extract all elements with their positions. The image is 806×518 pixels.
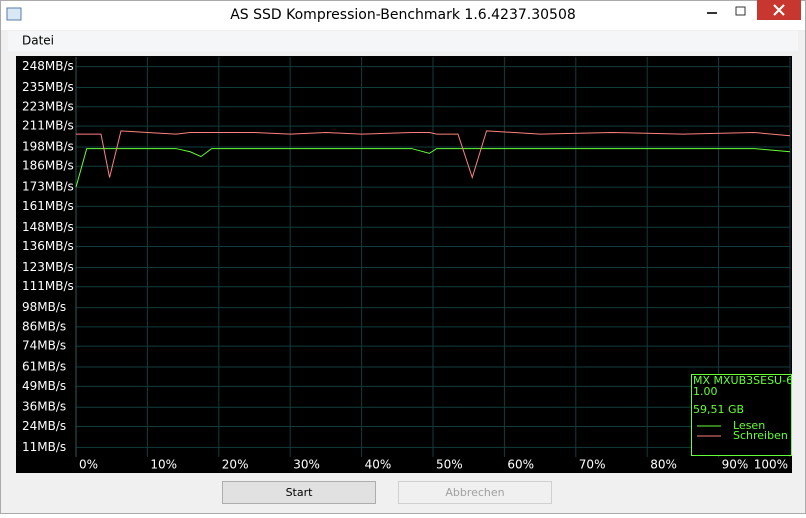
y-tick-label: 235MB/s: [22, 80, 74, 94]
y-tick-label: 211MB/s: [22, 119, 74, 133]
chart: 248MB/s 235MB/s 223MB/s 211MB/s 198MB/s 186MB…: [22, 57, 800, 472]
y-tick-label: 223MB/s: [22, 99, 74, 113]
y-tick-label: 11MB/s: [22, 440, 66, 454]
y-tick-label: 186MB/s: [22, 159, 74, 173]
y-tick-label: 148MB/s: [22, 220, 74, 234]
y-tick-label: 86MB/s: [22, 319, 66, 333]
y-tick-label: 98MB/s: [22, 300, 66, 314]
x-tick-label: 10%: [150, 458, 177, 472]
data-line: [75, 148, 791, 188]
y-tick-label: 136MB/s: [22, 239, 74, 253]
x-tick-label: 40%: [365, 458, 392, 472]
x-tick-label: 50%: [436, 458, 463, 472]
y-tick-label: 123MB/s: [22, 260, 74, 274]
legend-version: 1.00: [693, 385, 718, 398]
y-tick-label: 111MB/s: [22, 279, 74, 293]
start-button[interactable]: [222, 481, 376, 504]
x-tick-label: 60%: [507, 458, 534, 472]
y-tick-label: 24MB/s: [22, 419, 66, 433]
y-tick-label: 61MB/s: [22, 360, 66, 374]
chart-area: [16, 56, 792, 473]
title-bar: [0, 0, 806, 30]
x-tick-label: 20%: [222, 458, 249, 472]
y-tick-label: 74MB/s: [22, 339, 66, 353]
data-line: [76, 130, 791, 180]
x-tick-label: 0%: [79, 458, 98, 472]
y-tick-label: 49MB/s: [22, 379, 66, 393]
y-tick-label: 173MB/s: [22, 180, 74, 194]
legend-box: [691, 374, 792, 456]
close-icon: [773, 4, 785, 16]
x-tick-label: 80%: [650, 458, 677, 472]
legend-label: Schreiben: [733, 429, 788, 442]
legend-label: Lesen: [733, 419, 765, 432]
window-title: AS SSD Kompression-Benchmark 1.6.4237.30…: [230, 7, 576, 23]
y-tick-label: 198MB/s: [22, 139, 74, 153]
start-button-label: Start: [286, 486, 314, 499]
cancel-button: [398, 481, 552, 504]
menu-bar: [8, 31, 798, 51]
cancel-button-label: Abbrechen: [445, 486, 504, 499]
legend-size: 59,51 GB: [693, 403, 744, 416]
app-icon: [6, 7, 22, 21]
y-tick-label: 36MB/s: [22, 400, 66, 414]
x-tick-label: 100%: [754, 458, 788, 472]
x-tick-label: 30%: [293, 458, 320, 472]
y-tick-label: 161MB/s: [22, 199, 74, 213]
maximize-button[interactable]: [735, 6, 746, 16]
legend-device: MX MXUB3SESU-64: [693, 374, 800, 387]
legend: MX MXUB3SESU-641.00 59,51 GB LesenSchreibe…: [691, 374, 800, 456]
x-tick-label: 70%: [579, 458, 606, 472]
y-tick-label: 248MB/s: [22, 59, 74, 73]
x-tick-label: 90%: [722, 458, 749, 472]
menu-item[interactable]: Datei: [22, 34, 54, 48]
